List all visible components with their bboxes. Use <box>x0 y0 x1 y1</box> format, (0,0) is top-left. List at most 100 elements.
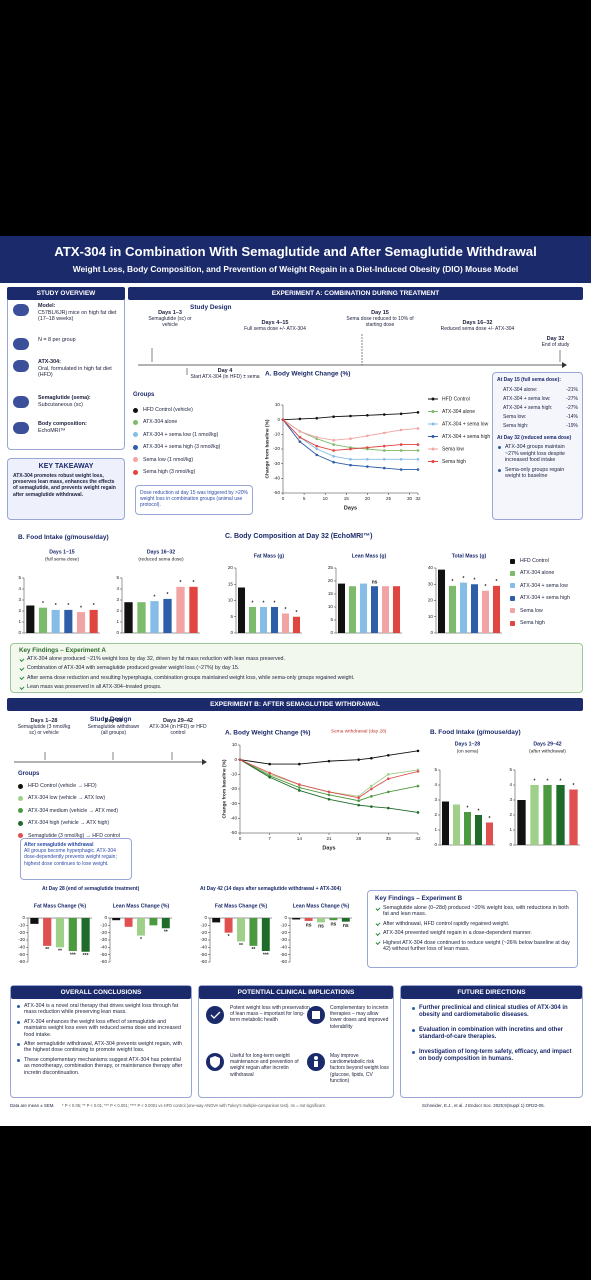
event-text: Semaglutide (3 nmol/kg sc) or vehicle <box>17 724 71 737</box>
y-tick-label: 10 <box>228 598 234 603</box>
chart-title: Days 1–15 <box>49 549 74 555</box>
significance-label: * <box>285 607 287 613</box>
significance-label: *** <box>83 953 89 959</box>
overview-heading: STUDY OVERVIEW <box>7 287 125 300</box>
icon <box>13 338 29 350</box>
y-tick-label: -40 <box>273 476 280 481</box>
y-tick-label: 5 <box>509 767 512 772</box>
point <box>370 756 373 760</box>
conclusion: ATX-304 enhances the weight loss effect … <box>16 1019 186 1038</box>
future-heading: FUTURE DIRECTIONS <box>401 986 582 999</box>
point <box>416 443 420 446</box>
bar <box>459 582 468 633</box>
legend-swatch <box>510 608 515 614</box>
point <box>387 773 390 776</box>
x-tick-label: 42 <box>415 836 421 841</box>
event-text: ATX-304 (in HFD) or HFD control <box>149 724 207 737</box>
point <box>327 797 331 801</box>
conclusions-list: ATX-304 is a novel oral therapy that dri… <box>11 999 191 1083</box>
y-tick-label: -20 <box>280 930 287 935</box>
y-tick-label: -10 <box>200 923 207 928</box>
point <box>268 775 271 779</box>
findings-a-list: ATX-304 alone produced ~21% weight loss … <box>19 656 574 691</box>
implication: May improve cardiometabolic risk factors… <box>330 1053 389 1084</box>
point <box>399 412 403 416</box>
groups-heading: Groups <box>133 392 155 398</box>
significance-label: ** <box>251 947 255 953</box>
series-line <box>239 759 419 802</box>
icon <box>13 360 29 372</box>
bar <box>470 584 479 633</box>
group-dot <box>133 457 138 463</box>
legend-item: ATX-304 alone <box>510 567 585 579</box>
event-label: Day 28 <box>104 718 123 724</box>
legend-marker <box>431 435 435 438</box>
bar <box>543 785 552 845</box>
point <box>382 457 386 461</box>
timeline-event: Days 1–28 Semaglutide (3 nmol/kg sc) or v… <box>14 718 74 737</box>
conclusion: These complementary mechanisms suggest A… <box>16 1057 186 1076</box>
y-tick-label: 10 <box>275 402 281 407</box>
group-item: ATX-304 alone <box>133 416 253 428</box>
y-tick-label: -40 <box>200 945 207 950</box>
event-label: Day 32 <box>546 336 565 342</box>
point <box>399 457 403 461</box>
data-note: Data are mean ± SEM. <box>10 1103 55 1108</box>
exp-a-heading: EXPERIMENT A: COMBINATION DURING TREATME… <box>128 287 583 300</box>
point <box>315 447 319 451</box>
overview-value: C57BL/6JRj mice on high fat diet (17–18 … <box>38 309 117 323</box>
y-tick-label: -40 <box>18 945 25 950</box>
timeline-a <box>138 334 567 375</box>
groups-b-heading: Groups <box>18 771 40 777</box>
group-dot <box>133 432 138 438</box>
legend-swatch <box>510 620 515 626</box>
point <box>332 443 335 446</box>
point <box>298 435 302 439</box>
citation: Schneider, E.J., et al. J Endocr Soc. 20… <box>422 1103 545 1108</box>
point <box>349 457 352 461</box>
significance-label: ** <box>58 949 62 955</box>
day15-row: Sema high: -19% <box>497 422 578 431</box>
bar <box>137 602 146 633</box>
day15-row: Sema low: -14% <box>497 413 578 422</box>
overview-value: EchoMRI™ <box>38 427 66 434</box>
y-tick-label: 30 <box>428 581 434 586</box>
significance-label: * <box>496 579 498 585</box>
chart-subtitle: (reduced sema dose) <box>138 556 184 562</box>
point <box>298 417 302 421</box>
series-line <box>282 419 419 441</box>
event-label: Day 4 <box>217 368 233 374</box>
legend-label: HFD Control <box>442 396 470 402</box>
y-axis-label: Change from baseline (%) <box>264 419 270 478</box>
point <box>416 749 420 753</box>
conclusions-heading: OVERALL CONCLUSIONS <box>11 986 191 999</box>
chart-title: Lean Mass Change (%) <box>113 903 170 909</box>
legend-label: Sema low <box>442 446 464 452</box>
day15-heading: At Day 15 (full sema dose): <box>497 377 561 383</box>
row-label: ATX-304 alone: <box>503 387 538 394</box>
x-tick-label: 32 <box>415 496 421 501</box>
point <box>315 416 319 420</box>
point <box>366 434 369 438</box>
y-tick-label: 0 <box>277 417 280 422</box>
future-item: Evaluation in combination with incretins… <box>411 1027 572 1042</box>
bar <box>270 607 279 633</box>
overview-text: N = 8 per group <box>38 337 120 344</box>
y-tick-label: 0 <box>509 842 512 847</box>
y-tick-label: 5 <box>230 614 233 619</box>
y-tick-label: 10 <box>232 742 238 747</box>
bar <box>212 918 221 923</box>
bar <box>161 918 170 929</box>
significance-label: * <box>167 592 169 598</box>
day32-item: ATX-304 groups maintain ~27% weight loss… <box>497 444 578 463</box>
x-tick-label: 30 <box>407 496 413 501</box>
chart-title: Lean Mass Change (%) <box>293 903 350 909</box>
y-tick-label: -60 <box>18 959 25 964</box>
bar <box>81 918 90 952</box>
bar <box>43 918 52 946</box>
point <box>357 799 360 803</box>
legend-marker <box>431 422 435 426</box>
y-tick-label: 2 <box>434 812 437 817</box>
legend-item: Sema high <box>510 617 585 629</box>
